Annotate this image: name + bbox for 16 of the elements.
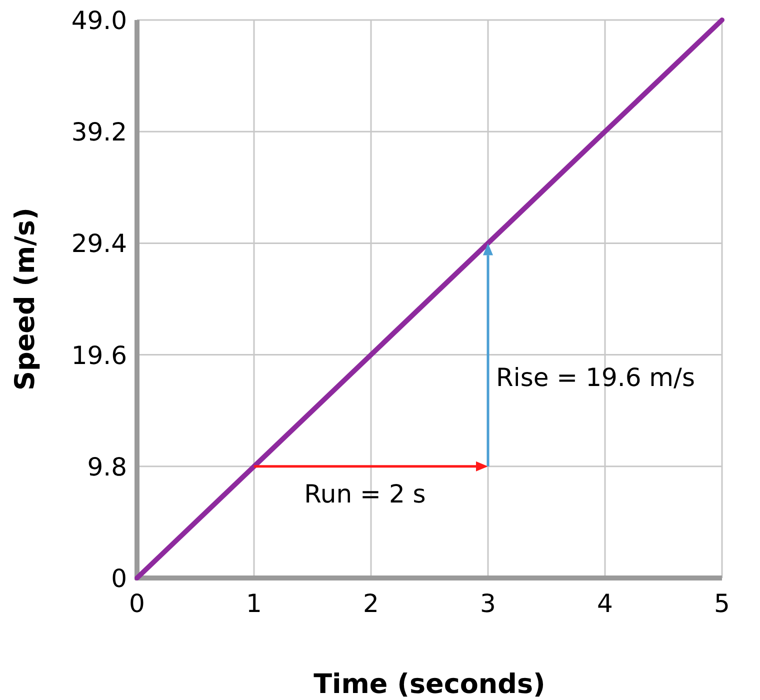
x-axis-title: Time (seconds) <box>314 669 546 700</box>
y-axis-title: Speed (m/s) <box>10 208 41 390</box>
y-tick-label: 29.4 <box>71 229 127 258</box>
annotation: Rise = 19.6 m/s <box>496 362 695 392</box>
x-tick-label: 4 <box>597 589 613 618</box>
x-tick-label: 0 <box>129 589 145 618</box>
annotation: Run = 2 s <box>304 479 426 508</box>
x-tick-label: 5 <box>714 589 730 618</box>
y-tick-label: 39.2 <box>71 118 127 147</box>
x-tick-label: 1 <box>246 589 262 618</box>
x-tick-label: 3 <box>480 589 496 618</box>
x-tick-label: 2 <box>363 589 379 618</box>
y-tick-label: 49.0 <box>71 6 127 35</box>
y-tick-label: 9.8 <box>87 452 127 482</box>
y-tick-label: 19.6 <box>71 340 127 370</box>
y-tick-label: 0 <box>111 564 127 593</box>
